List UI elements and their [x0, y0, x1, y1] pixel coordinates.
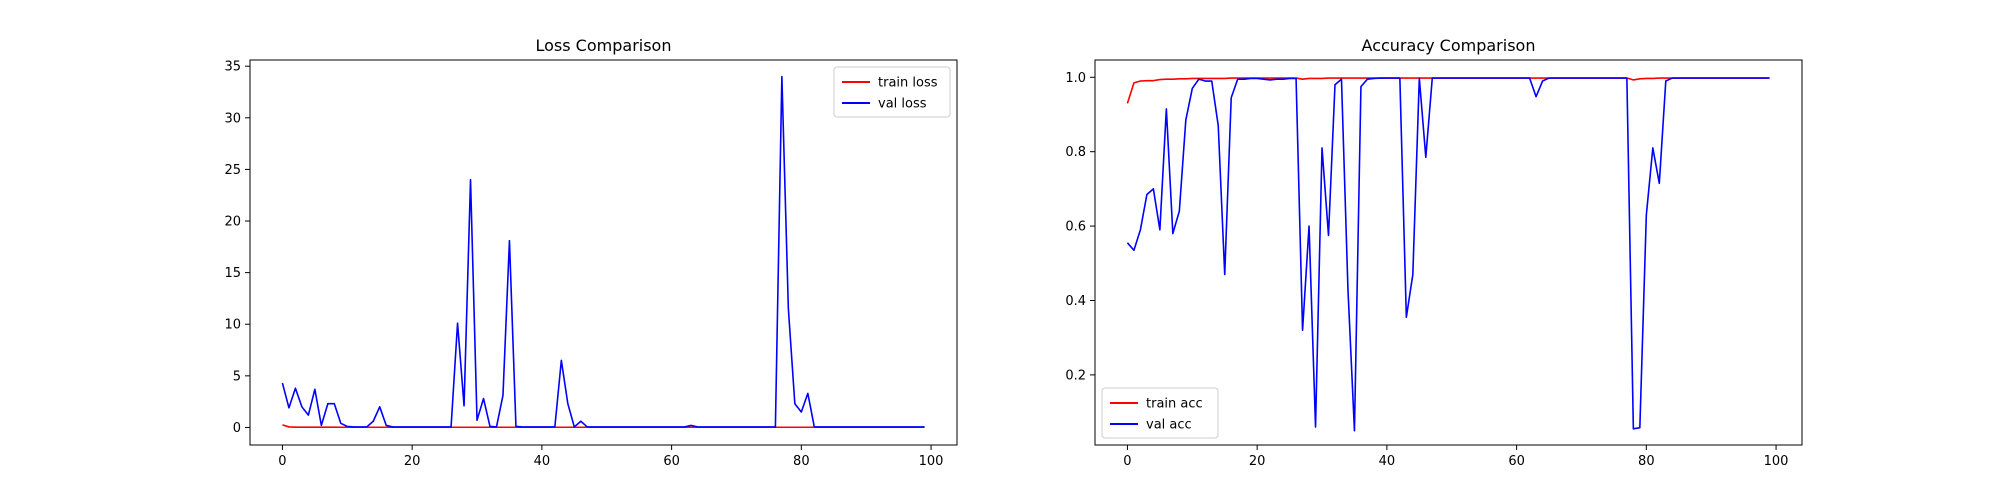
legend: train loss val loss: [833, 66, 951, 118]
y-tick-label: 0: [233, 421, 241, 436]
y-tick-label: 10: [224, 318, 241, 333]
legend-label: train acc: [1146, 397, 1203, 412]
y-tick-label: 0.2: [1065, 368, 1086, 383]
x-tick-label: 20: [404, 454, 421, 469]
series-line-val-loss: [281, 75, 925, 428]
y-tick-label: 25: [224, 163, 241, 178]
y-tick-label: 35: [224, 60, 241, 75]
legend-label: train loss: [878, 76, 938, 91]
legend-label: val acc: [1146, 418, 1192, 433]
x-tick-label: 0: [1123, 454, 1131, 469]
plot-frame: [249, 59, 958, 446]
legend-box: [833, 66, 951, 118]
x-tick-label: 100: [1764, 454, 1789, 469]
legend-box: [1101, 387, 1219, 439]
y-tick-label: 0.6: [1065, 220, 1086, 235]
y-tick-label: 5: [233, 369, 241, 384]
chart-panel-1: Loss Comparison 0 20 40 60 80 100 0 5 10 15 20 25 30 3…: [224, 36, 958, 469]
y-tick-label: 30: [224, 111, 241, 126]
y-tick-label: 0.4: [1065, 294, 1086, 309]
legend-label: val loss: [878, 97, 927, 112]
x-tick-label: 20: [1249, 454, 1266, 469]
series-line-val-acc: [1126, 77, 1770, 432]
x-tick-label: 60: [663, 454, 680, 469]
chart-title: Loss Comparison: [536, 36, 672, 55]
plot-frame: [1094, 59, 1803, 446]
y-tick-label: 20: [224, 215, 241, 230]
x-tick-label: 0: [278, 454, 286, 469]
chart-title: Accuracy Comparison: [1362, 36, 1536, 55]
y-tick-label: 1.0: [1065, 71, 1086, 86]
x-tick-label: 80: [793, 454, 810, 469]
y-tick-label: 15: [224, 266, 241, 281]
chart-panel-2: Accuracy Comparison 0 20 40 60 80 100 0.2 0.4 0.6…: [1065, 36, 1803, 469]
x-tick-label: 80: [1638, 454, 1655, 469]
x-tick-label: 100: [919, 454, 944, 469]
x-tick-label: 40: [534, 454, 551, 469]
legend: train acc val acc: [1101, 387, 1219, 439]
y-tick-label: 0.8: [1065, 145, 1086, 160]
x-tick-label: 60: [1508, 454, 1525, 469]
x-tick-label: 40: [1379, 454, 1396, 469]
